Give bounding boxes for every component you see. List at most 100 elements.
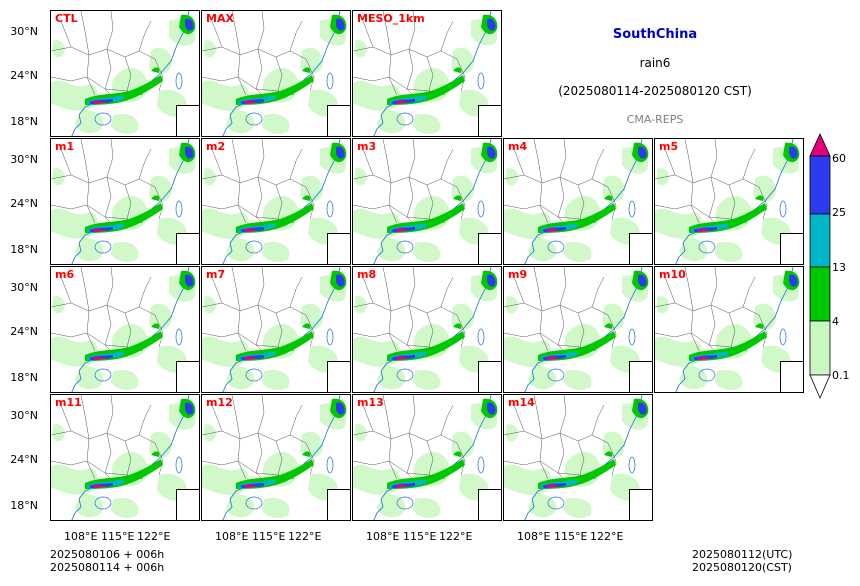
panel-label: m7 bbox=[206, 268, 226, 281]
latitude-label: 24°N bbox=[10, 197, 38, 210]
south-china-sea-inset bbox=[478, 361, 501, 392]
south-china-sea-inset bbox=[780, 361, 803, 392]
longitude-label: 122°E bbox=[439, 530, 473, 543]
south-china-sea-inset bbox=[478, 233, 501, 264]
map-panel-m10: m10 bbox=[654, 266, 804, 393]
map-panel-m4: m4 bbox=[503, 138, 653, 265]
panel-label: m13 bbox=[357, 396, 384, 409]
south-china-sea-inset bbox=[478, 489, 501, 520]
panel-label: m4 bbox=[508, 140, 528, 153]
map-panel-m3: m3 bbox=[352, 138, 502, 265]
colorbar-segment-25 bbox=[809, 213, 831, 268]
system-title: CMA-REPS bbox=[626, 113, 684, 126]
colorbar bbox=[809, 133, 831, 400]
latitude-label: 30°N bbox=[10, 25, 38, 38]
south-china-sea-inset bbox=[327, 361, 350, 392]
latitude-label: 30°N bbox=[10, 153, 38, 166]
map-panel-m5: m5 bbox=[654, 138, 804, 265]
south-china-sea-inset bbox=[780, 233, 803, 264]
panel-label: m5 bbox=[659, 140, 679, 153]
init-time-utc: 2025080106 + 006h bbox=[50, 548, 165, 561]
rainfall-map bbox=[353, 139, 498, 264]
rainfall-map bbox=[51, 11, 196, 136]
colorbar-label-60: 60 bbox=[832, 152, 846, 165]
longitude-label: 108°E bbox=[517, 530, 551, 543]
longitude-label: 115°E bbox=[252, 530, 286, 543]
latitude-label: 18°N bbox=[10, 243, 38, 256]
latitude-label: 18°N bbox=[10, 115, 38, 128]
panel-label: m1 bbox=[55, 140, 75, 153]
longitude-label: 108°E bbox=[64, 530, 98, 543]
south-china-sea-inset bbox=[176, 361, 199, 392]
panel-label: MESO_1km bbox=[357, 12, 425, 25]
rainfall-map bbox=[51, 139, 196, 264]
longitude-label: 115°E bbox=[554, 530, 588, 543]
longitude-label: 108°E bbox=[215, 530, 249, 543]
latitude-label: 30°N bbox=[10, 281, 38, 294]
longitude-label: 115°E bbox=[403, 530, 437, 543]
south-china-sea-inset bbox=[327, 233, 350, 264]
rainfall-map bbox=[655, 139, 800, 264]
latitude-label: 24°N bbox=[10, 453, 38, 466]
map-panel-m1: m1 bbox=[50, 138, 200, 265]
map-panel-m13: m13 bbox=[352, 394, 502, 521]
panel-label: m11 bbox=[55, 396, 82, 409]
latitude-label: 30°N bbox=[10, 409, 38, 422]
map-panel-m8: m8 bbox=[352, 266, 502, 393]
init-time-cst: 2025080114 + 006h bbox=[50, 561, 165, 574]
map-panel-meso_1km: MESO_1km bbox=[352, 10, 502, 137]
latitude-label: 24°N bbox=[10, 325, 38, 338]
valid-time-cst: 2025080120(CST) bbox=[692, 561, 792, 574]
panel-label: m9 bbox=[508, 268, 528, 281]
colorbar-bottom-triangle bbox=[809, 374, 831, 400]
south-china-sea-inset bbox=[327, 489, 350, 520]
panel-label: m3 bbox=[357, 140, 377, 153]
valid-time-utc: 2025080112(UTC) bbox=[692, 548, 793, 561]
south-china-sea-inset bbox=[478, 105, 501, 136]
panel-label: CTL bbox=[55, 12, 78, 25]
latitude-label: 18°N bbox=[10, 499, 38, 512]
rainfall-map bbox=[504, 267, 649, 392]
region-title: SouthChina bbox=[612, 27, 698, 42]
map-panel-ctl: CTL bbox=[50, 10, 200, 137]
south-china-sea-inset bbox=[629, 361, 652, 392]
south-china-sea-inset bbox=[327, 105, 350, 136]
south-china-sea-inset bbox=[176, 233, 199, 264]
longitude-label: 115°E bbox=[101, 530, 135, 543]
panel-label: m2 bbox=[206, 140, 226, 153]
longitude-label: 122°E bbox=[137, 530, 171, 543]
colorbar-segment-60 bbox=[809, 155, 831, 215]
panel-label: MAX bbox=[206, 12, 234, 25]
colorbar-label-25: 25 bbox=[832, 206, 846, 219]
latitude-label: 24°N bbox=[10, 69, 38, 82]
south-china-sea-inset bbox=[176, 489, 199, 520]
panel-label: m6 bbox=[55, 268, 75, 281]
variable-title: rain6 bbox=[639, 56, 671, 70]
colorbar-segment-4 bbox=[809, 320, 831, 376]
panel-label: m14 bbox=[508, 396, 535, 409]
map-panel-m2: m2 bbox=[201, 138, 351, 265]
longitude-label: 108°E bbox=[366, 530, 400, 543]
south-china-sea-inset bbox=[629, 233, 652, 264]
colorbar-label-4: 4 bbox=[832, 315, 839, 328]
map-panel-max: MAX bbox=[201, 10, 351, 137]
longitude-label: 122°E bbox=[590, 530, 624, 543]
south-china-sea-inset bbox=[629, 489, 652, 520]
rainfall-map bbox=[504, 139, 649, 264]
panel-label: m10 bbox=[659, 268, 686, 281]
map-panel-m7: m7 bbox=[201, 266, 351, 393]
map-panel-m11: m11 bbox=[50, 394, 200, 521]
rainfall-map bbox=[655, 267, 800, 392]
rainfall-map bbox=[51, 267, 196, 392]
map-panel-m12: m12 bbox=[201, 394, 351, 521]
rainfall-map bbox=[202, 267, 347, 392]
longitude-label: 122°E bbox=[288, 530, 322, 543]
period-title: (2025080114-2025080120 CST) bbox=[558, 84, 752, 98]
rainfall-map bbox=[353, 11, 498, 136]
rainfall-map bbox=[202, 11, 347, 136]
colorbar-label-13: 13 bbox=[832, 261, 846, 274]
panel-label: m8 bbox=[357, 268, 377, 281]
latitude-label: 18°N bbox=[10, 371, 38, 384]
south-china-sea-inset bbox=[176, 105, 199, 136]
